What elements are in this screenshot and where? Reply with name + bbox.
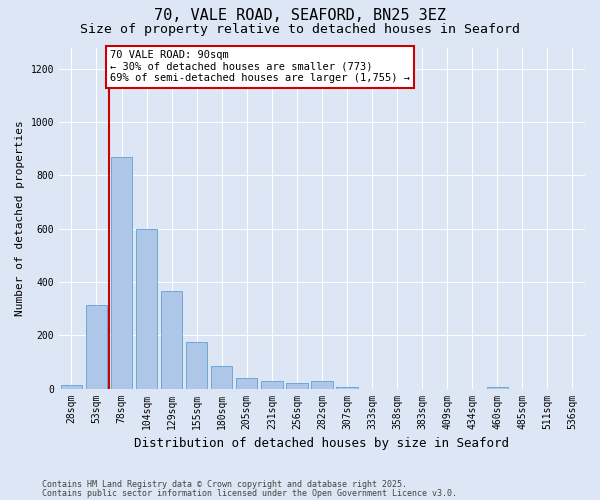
Text: 70 VALE ROAD: 90sqm
← 30% of detached houses are smaller (773)
69% of semi-detac: 70 VALE ROAD: 90sqm ← 30% of detached ho… <box>110 50 410 84</box>
Bar <box>161 292 182 388</box>
Y-axis label: Number of detached properties: Number of detached properties <box>15 120 25 316</box>
Bar <box>286 382 308 388</box>
Bar <box>337 387 358 388</box>
Bar <box>211 366 232 388</box>
Bar <box>311 381 332 388</box>
Text: Size of property relative to detached houses in Seaford: Size of property relative to detached ho… <box>80 22 520 36</box>
X-axis label: Distribution of detached houses by size in Seaford: Distribution of detached houses by size … <box>134 437 509 450</box>
Bar <box>86 304 107 388</box>
Bar <box>236 378 257 388</box>
Bar <box>487 387 508 388</box>
Text: Contains HM Land Registry data © Crown copyright and database right 2025.: Contains HM Land Registry data © Crown c… <box>42 480 407 489</box>
Text: Contains public sector information licensed under the Open Government Licence v3: Contains public sector information licen… <box>42 489 457 498</box>
Bar <box>186 342 208 388</box>
Text: 70, VALE ROAD, SEAFORD, BN25 3EZ: 70, VALE ROAD, SEAFORD, BN25 3EZ <box>154 8 446 22</box>
Bar <box>111 156 132 388</box>
Bar <box>136 228 157 388</box>
Bar <box>261 381 283 388</box>
Bar <box>61 384 82 388</box>
